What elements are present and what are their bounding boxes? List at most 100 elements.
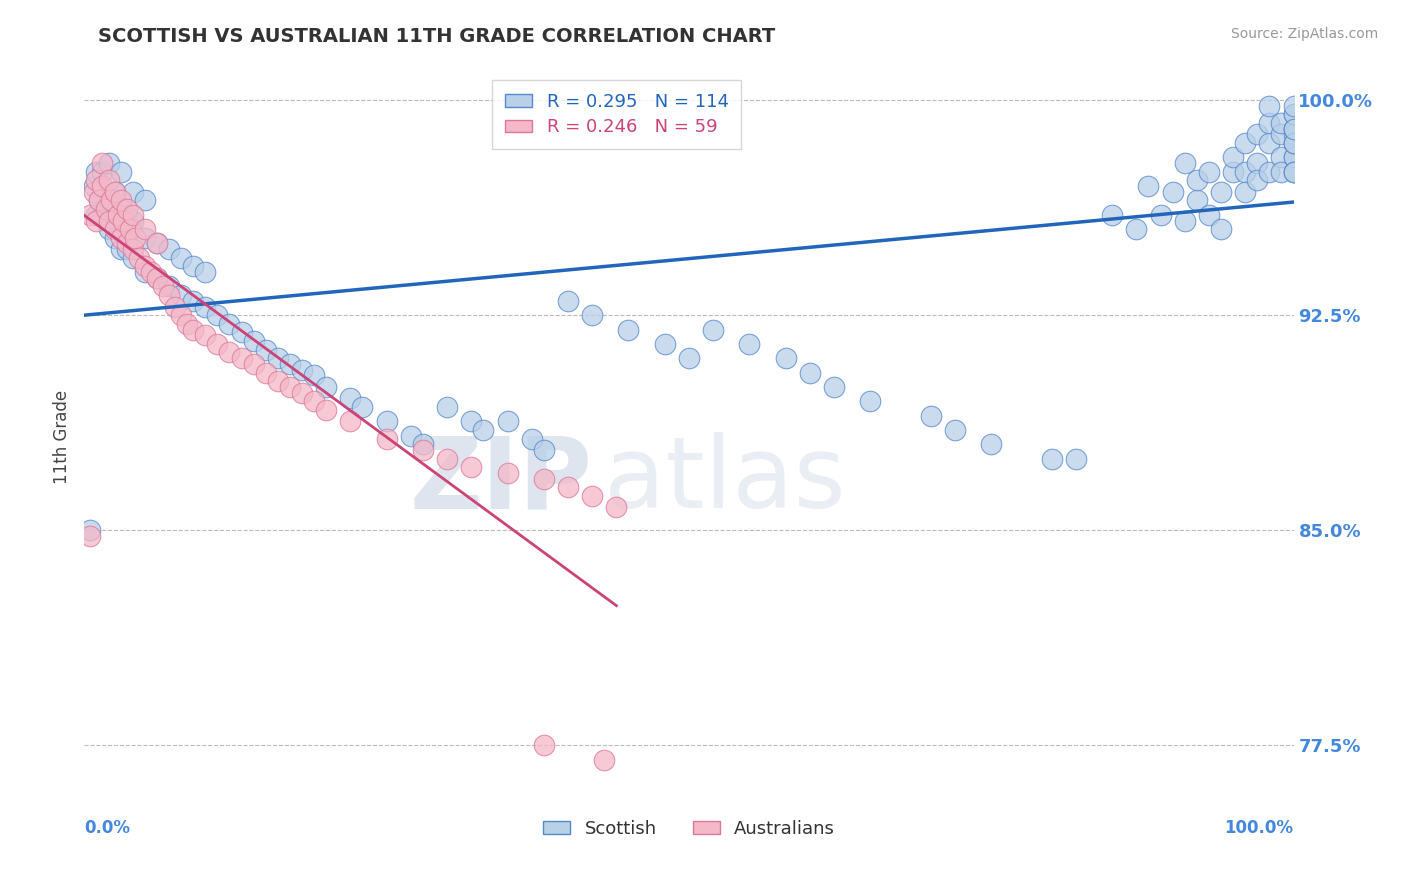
Point bbox=[91, 165, 114, 179]
Legend: Scottish, Australians: Scottish, Australians bbox=[536, 813, 842, 845]
Point bbox=[980, 437, 1002, 451]
Point bbox=[194, 300, 217, 314]
Point bbox=[1209, 185, 1232, 199]
Point bbox=[315, 402, 337, 417]
Point bbox=[146, 236, 169, 251]
Point bbox=[1270, 128, 1292, 142]
Point bbox=[218, 345, 240, 359]
Y-axis label: 11th Grade: 11th Grade bbox=[53, 390, 72, 484]
Point bbox=[1270, 165, 1292, 179]
Point bbox=[104, 222, 127, 236]
Point bbox=[799, 366, 821, 380]
Point bbox=[302, 394, 325, 409]
Text: Source: ZipAtlas.com: Source: ZipAtlas.com bbox=[1230, 27, 1378, 41]
Point bbox=[775, 351, 797, 366]
Text: 100.0%: 100.0% bbox=[1225, 820, 1294, 838]
Point bbox=[1282, 165, 1305, 179]
Point bbox=[97, 222, 120, 236]
Point bbox=[291, 362, 314, 376]
Text: SCOTTISH VS AUSTRALIAN 11TH GRADE CORRELATION CHART: SCOTTISH VS AUSTRALIAN 11TH GRADE CORREL… bbox=[98, 27, 776, 45]
Point bbox=[1258, 99, 1281, 113]
Point bbox=[218, 317, 240, 331]
Point bbox=[1137, 179, 1160, 194]
Point bbox=[1234, 136, 1257, 150]
Point bbox=[91, 208, 114, 222]
Point bbox=[97, 194, 120, 208]
Point bbox=[121, 208, 143, 222]
Point bbox=[1246, 128, 1268, 142]
Point bbox=[302, 368, 325, 383]
Point bbox=[83, 179, 105, 194]
Point bbox=[1246, 156, 1268, 170]
Point bbox=[83, 185, 105, 199]
Point bbox=[557, 293, 579, 308]
Point bbox=[134, 265, 156, 279]
Point bbox=[86, 213, 108, 227]
Point bbox=[1282, 107, 1305, 121]
Point bbox=[472, 423, 495, 437]
Point bbox=[170, 251, 193, 265]
Point bbox=[375, 432, 398, 446]
Point bbox=[520, 432, 543, 446]
Point bbox=[97, 156, 120, 170]
Point bbox=[1185, 173, 1208, 187]
Point bbox=[533, 472, 555, 486]
Point bbox=[146, 271, 169, 285]
Point bbox=[920, 409, 942, 423]
Point bbox=[91, 156, 114, 170]
Point bbox=[170, 288, 193, 302]
Point bbox=[97, 173, 120, 187]
Point bbox=[104, 185, 127, 199]
Point bbox=[1234, 185, 1257, 199]
Point bbox=[242, 334, 264, 348]
Point bbox=[170, 308, 193, 322]
Point bbox=[110, 202, 132, 216]
Point bbox=[121, 213, 143, 227]
Point bbox=[115, 208, 138, 222]
Point bbox=[1209, 222, 1232, 236]
Point bbox=[496, 466, 519, 480]
Point bbox=[1125, 222, 1147, 236]
Point bbox=[1064, 451, 1087, 466]
Point bbox=[593, 753, 616, 767]
Point bbox=[605, 500, 627, 515]
Point bbox=[1258, 165, 1281, 179]
Point bbox=[207, 308, 229, 322]
Point bbox=[1282, 128, 1305, 142]
Point bbox=[1282, 136, 1305, 150]
Point bbox=[110, 165, 132, 179]
Point bbox=[278, 380, 301, 394]
Point bbox=[110, 231, 132, 245]
Point bbox=[267, 374, 290, 388]
Point bbox=[339, 414, 361, 428]
Point bbox=[460, 414, 482, 428]
Point bbox=[100, 194, 122, 208]
Point bbox=[1198, 165, 1220, 179]
Point bbox=[412, 437, 434, 451]
Point bbox=[436, 451, 458, 466]
Point bbox=[352, 400, 374, 414]
Point bbox=[1270, 116, 1292, 130]
Point bbox=[533, 739, 555, 753]
Point bbox=[859, 394, 882, 409]
Point bbox=[207, 336, 229, 351]
Point bbox=[110, 194, 132, 208]
Point bbox=[1282, 165, 1305, 179]
Point bbox=[943, 423, 966, 437]
Point bbox=[110, 242, 132, 256]
Text: 0.0%: 0.0% bbox=[84, 820, 131, 838]
Point bbox=[254, 343, 277, 357]
Point bbox=[1282, 99, 1305, 113]
Point bbox=[176, 317, 198, 331]
Point bbox=[181, 293, 204, 308]
Point bbox=[1246, 173, 1268, 187]
Point bbox=[112, 213, 135, 227]
Point bbox=[115, 242, 138, 256]
Point bbox=[1282, 121, 1305, 136]
Point bbox=[146, 271, 169, 285]
Point bbox=[79, 529, 101, 543]
Point bbox=[115, 236, 138, 251]
Point bbox=[399, 428, 422, 442]
Point bbox=[702, 322, 724, 336]
Point bbox=[1149, 208, 1171, 222]
